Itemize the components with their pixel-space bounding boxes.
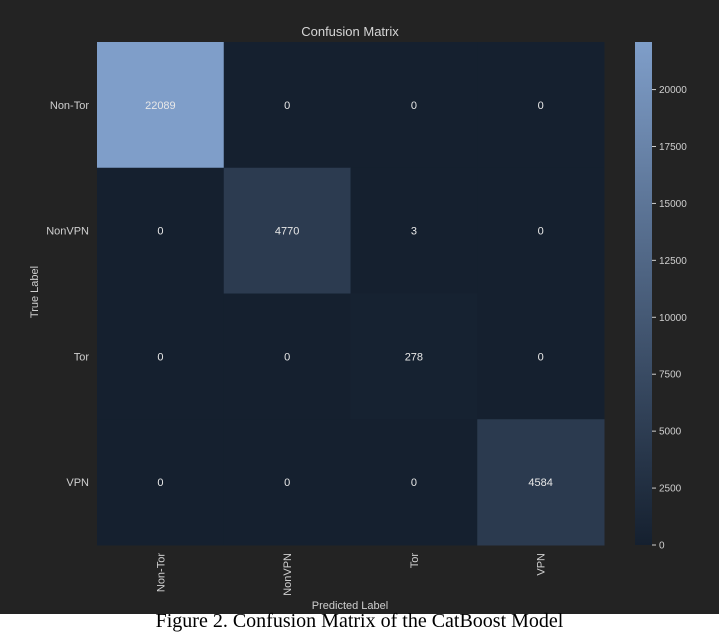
x-tick-label: Non-Tor <box>155 553 167 592</box>
y-tick-label: VPN <box>66 477 89 489</box>
colorbar-tick-label: 5000 <box>659 427 682 438</box>
y-tick-label: NonVPN <box>46 226 89 238</box>
heatmap-cell <box>97 419 225 546</box>
cell-value-label: 22089 <box>145 100 176 112</box>
heatmap-cell <box>223 293 351 420</box>
chart-title: Confusion Matrix <box>301 24 399 39</box>
heatmap-cell <box>223 419 351 546</box>
heatmap-cell <box>97 42 225 169</box>
colorbar-tick-label: 0 <box>659 541 665 552</box>
heatmap-cell <box>477 293 605 420</box>
heatmap-cell <box>97 167 225 294</box>
colorbar-tick-label: 12500 <box>659 256 687 267</box>
cell-value-label: 4770 <box>275 226 299 238</box>
heatmap-cell <box>477 419 605 546</box>
heatmap-cell <box>97 293 225 420</box>
colorbar-tick-label: 10000 <box>659 313 687 324</box>
cell-value-label: 0 <box>284 351 290 363</box>
cell-value-label: 0 <box>411 477 417 489</box>
colorbar-tick-label: 2500 <box>659 484 682 495</box>
colorbar-tick-label: 17500 <box>659 142 687 153</box>
x-tick-label: Tor <box>409 553 421 569</box>
heatmap-cell <box>477 42 605 169</box>
colorbar-tick-label: 15000 <box>659 199 687 210</box>
x-tick-label: NonVPN <box>282 553 294 596</box>
heatmap-cell <box>350 167 478 294</box>
heatmap-cell <box>477 167 605 294</box>
heatmap-cell <box>350 42 478 169</box>
colorbar <box>635 42 652 545</box>
cell-value-label: 0 <box>538 100 544 112</box>
heatmap-cell <box>350 293 478 420</box>
y-tick-label: Tor <box>74 351 90 363</box>
cell-value-label: 0 <box>538 226 544 238</box>
cell-value-label: 3 <box>411 226 417 238</box>
confusion-matrix-chart: Confusion Matrix 22089 0 0 0 0 4770 3 0 0 0 278 0 0 0… <box>29 24 687 612</box>
x-tick-label: VPN <box>536 553 548 576</box>
heatmap-cell <box>223 42 351 169</box>
cell-value-label: 0 <box>411 100 417 112</box>
cell-value-label: 0 <box>284 477 290 489</box>
cell-value-label: 4584 <box>528 477 552 489</box>
cell-value-label: 0 <box>157 477 163 489</box>
x-axis-label: Predicted Label <box>312 600 388 612</box>
heatmap-cell <box>223 167 351 294</box>
cell-value-label: 278 <box>405 351 423 363</box>
colorbar-tick-label: 20000 <box>659 85 687 96</box>
cell-value-label: 0 <box>157 351 163 363</box>
y-axis-label: True Label <box>29 266 41 318</box>
heatmap-cell <box>350 419 478 546</box>
cell-value-label: 0 <box>538 351 544 363</box>
cell-value-label: 0 <box>284 100 290 112</box>
figure-caption: Figure 2. Confusion Matrix of the CatBoo… <box>155 610 564 632</box>
colorbar-tick-label: 7500 <box>659 370 682 381</box>
y-tick-label: Non-Tor <box>50 100 89 112</box>
cell-value-label: 0 <box>157 226 163 238</box>
figure-panel: Confusion Matrix 22089 0 0 0 0 4770 3 0 0 0 278 0 0 0… <box>0 0 719 614</box>
